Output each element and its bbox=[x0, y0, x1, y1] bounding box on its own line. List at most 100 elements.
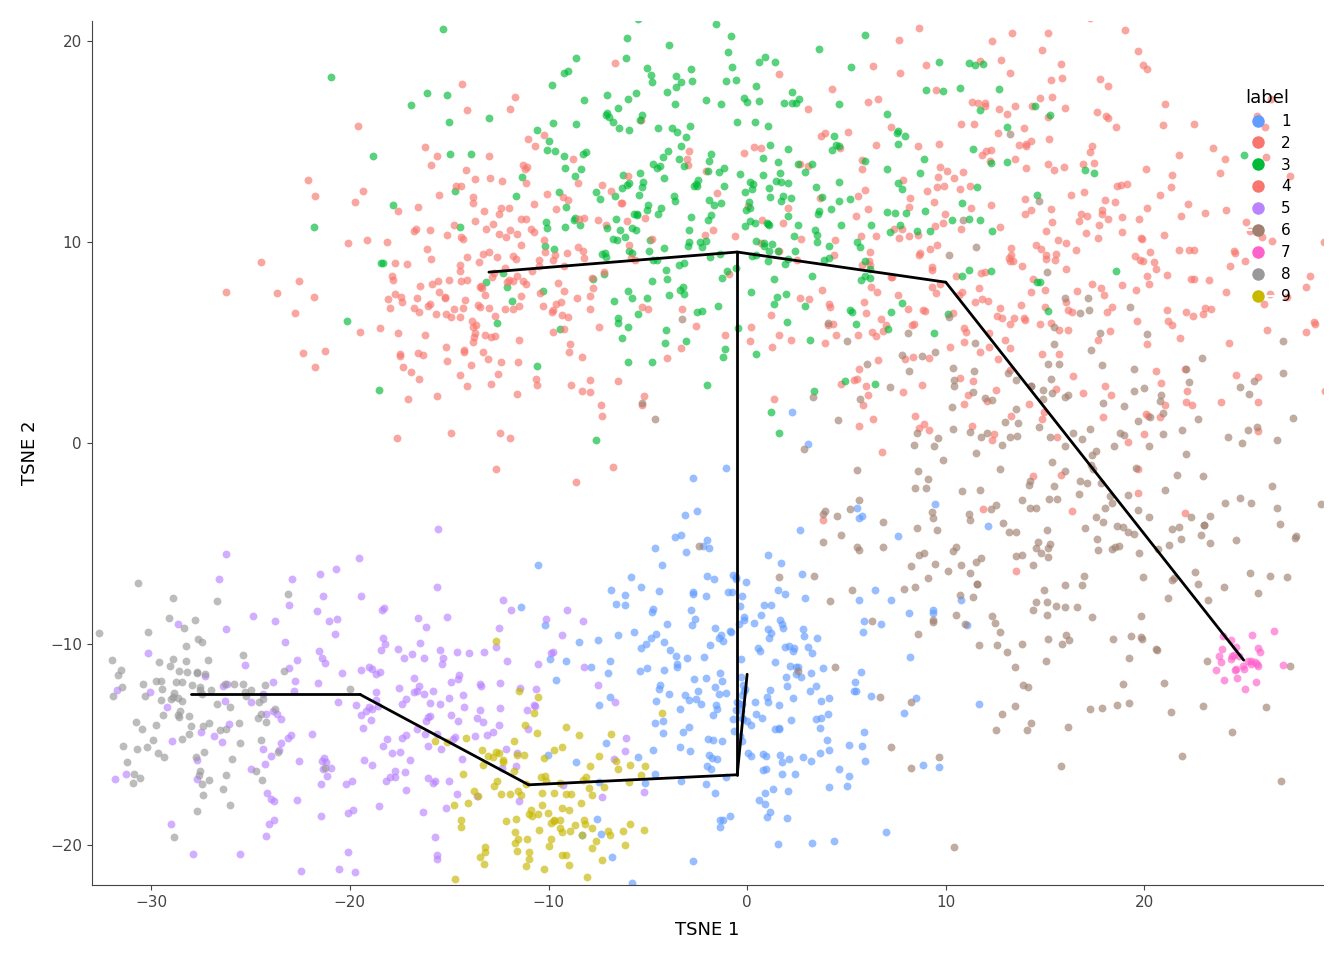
1 bbox=[790, 566, 812, 582]
5 bbox=[414, 650, 435, 665]
6 bbox=[1136, 326, 1157, 342]
4 bbox=[422, 276, 444, 291]
3 bbox=[566, 117, 587, 132]
3 bbox=[527, 359, 548, 374]
1 bbox=[696, 568, 718, 584]
5 bbox=[413, 686, 434, 702]
3 bbox=[438, 115, 460, 131]
8 bbox=[153, 749, 175, 764]
6 bbox=[997, 366, 1019, 381]
9 bbox=[540, 815, 562, 830]
4 bbox=[457, 249, 478, 264]
6 bbox=[1081, 458, 1102, 473]
2 bbox=[738, 199, 759, 214]
4 bbox=[380, 300, 402, 316]
2 bbox=[1168, 148, 1189, 163]
8 bbox=[112, 680, 133, 695]
9 bbox=[521, 808, 543, 824]
3 bbox=[996, 155, 1017, 170]
2 bbox=[1015, 206, 1036, 222]
3 bbox=[638, 232, 660, 248]
2 bbox=[1337, 261, 1344, 276]
1 bbox=[753, 746, 774, 761]
6 bbox=[1055, 627, 1077, 642]
1 bbox=[645, 693, 667, 708]
6 bbox=[958, 507, 980, 522]
2 bbox=[1071, 206, 1093, 222]
1 bbox=[732, 711, 754, 727]
3 bbox=[659, 287, 680, 302]
3 bbox=[884, 205, 906, 221]
4 bbox=[480, 329, 501, 345]
2 bbox=[1087, 332, 1109, 348]
3 bbox=[612, 180, 633, 196]
2 bbox=[1082, 276, 1103, 292]
1 bbox=[708, 631, 730, 646]
3 bbox=[828, 97, 849, 112]
3 bbox=[1025, 275, 1047, 290]
9 bbox=[569, 727, 590, 742]
2 bbox=[1062, 304, 1083, 320]
4 bbox=[460, 357, 481, 372]
2 bbox=[1169, 242, 1191, 257]
6 bbox=[969, 482, 991, 497]
1 bbox=[806, 631, 828, 646]
1 bbox=[777, 810, 798, 826]
3 bbox=[680, 60, 702, 76]
6 bbox=[943, 839, 965, 854]
3 bbox=[828, 174, 849, 189]
6 bbox=[1036, 522, 1058, 538]
9 bbox=[618, 757, 640, 773]
8 bbox=[132, 721, 153, 736]
3 bbox=[554, 160, 575, 176]
6 bbox=[949, 588, 970, 603]
2 bbox=[818, 296, 840, 311]
2 bbox=[1013, 311, 1035, 326]
3 bbox=[739, 213, 761, 228]
3 bbox=[753, 168, 774, 183]
4 bbox=[512, 157, 534, 173]
8 bbox=[148, 654, 169, 669]
5 bbox=[415, 619, 437, 635]
4 bbox=[567, 291, 589, 306]
3 bbox=[665, 96, 687, 111]
5 bbox=[319, 613, 340, 629]
5 bbox=[336, 777, 358, 792]
1 bbox=[848, 510, 870, 525]
9 bbox=[444, 872, 465, 887]
3 bbox=[679, 235, 700, 251]
6 bbox=[1036, 594, 1058, 610]
1 bbox=[667, 660, 688, 675]
3 bbox=[887, 176, 909, 191]
3 bbox=[492, 265, 513, 280]
3 bbox=[607, 310, 629, 325]
1 bbox=[785, 666, 806, 682]
3 bbox=[769, 165, 790, 180]
1 bbox=[731, 669, 753, 684]
3 bbox=[980, 264, 1001, 279]
3 bbox=[704, 16, 726, 32]
1 bbox=[597, 665, 618, 681]
3 bbox=[853, 253, 875, 269]
X-axis label: TSNE 1: TSNE 1 bbox=[675, 922, 739, 939]
3 bbox=[821, 143, 843, 158]
2 bbox=[732, 145, 754, 160]
3 bbox=[714, 160, 735, 176]
5 bbox=[316, 768, 337, 783]
5 bbox=[345, 697, 367, 712]
2 bbox=[781, 332, 802, 348]
4 bbox=[485, 462, 507, 477]
6 bbox=[671, 312, 692, 327]
9 bbox=[526, 947, 547, 960]
8 bbox=[185, 664, 207, 680]
8 bbox=[152, 707, 173, 722]
3 bbox=[794, 165, 816, 180]
3 bbox=[820, 202, 841, 217]
6 bbox=[981, 609, 1003, 624]
4 bbox=[607, 372, 629, 388]
8 bbox=[215, 721, 237, 736]
9 bbox=[634, 758, 656, 774]
3 bbox=[758, 243, 780, 258]
1 bbox=[823, 833, 844, 849]
6 bbox=[1038, 632, 1059, 647]
